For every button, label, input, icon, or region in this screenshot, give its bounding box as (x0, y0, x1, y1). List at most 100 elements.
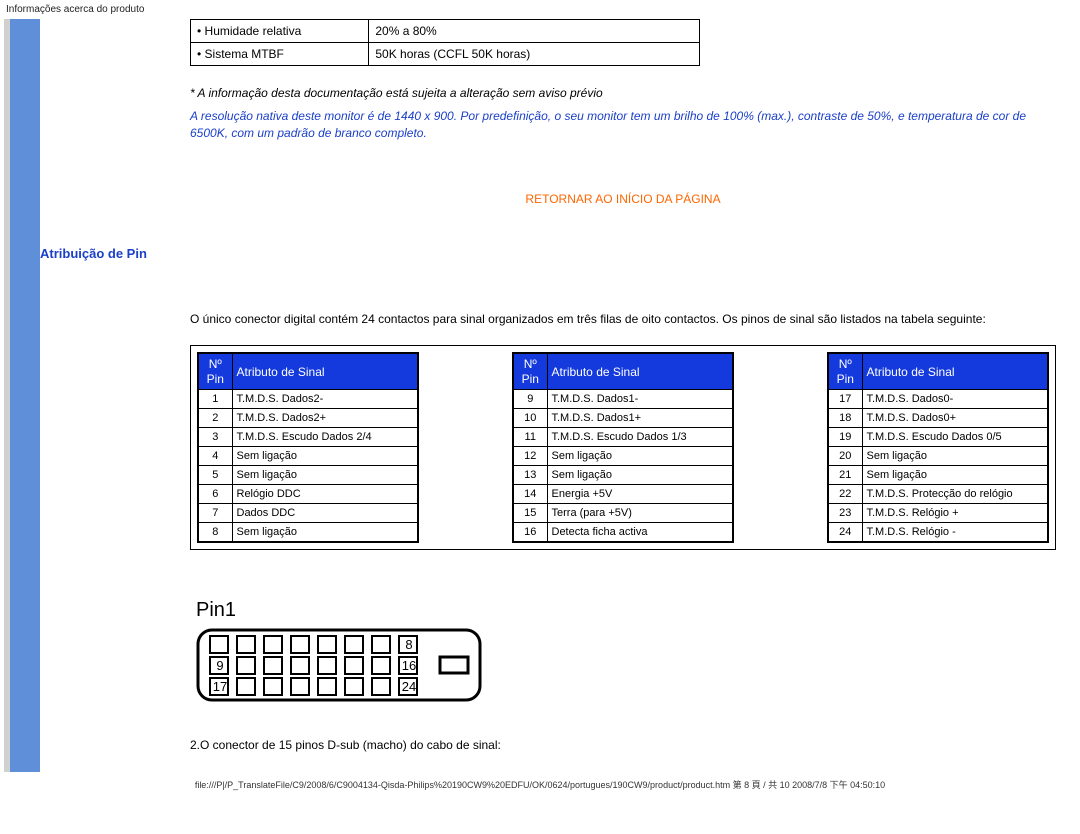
pin-row: 8Sem ligação (198, 523, 418, 543)
pin-number: 5 (198, 466, 232, 485)
pin-row: 11T.M.D.S. Escudo Dados 1/3 (513, 428, 733, 447)
spec-value: 50K horas (CCFL 50K horas) (369, 43, 700, 66)
pin-row: 18T.M.D.S. Dados0+ (828, 409, 1048, 428)
pin-number: 18 (828, 409, 862, 428)
pin-header-num: Nº Pin (513, 353, 547, 389)
pin-table-3: Nº Pin Atributo de Sinal 17T.M.D.S. Dado… (827, 352, 1049, 543)
pin-row: 24T.M.D.S. Relógio - (828, 523, 1048, 543)
pin-header-attr: Atributo de Sinal (547, 353, 733, 389)
pin-number: 6 (198, 485, 232, 504)
pin-table-1: Nº Pin Atributo de Sinal 1T.M.D.S. Dados… (197, 352, 419, 543)
spec-label: • Humidade relativa (191, 20, 369, 43)
pin-number: 22 (828, 485, 862, 504)
pin-row: 4Sem ligação (198, 447, 418, 466)
pin-number: 15 (513, 504, 547, 523)
pin-signal: Terra (para +5V) (547, 504, 733, 523)
pin-signal: Sem ligação (862, 447, 1048, 466)
pin-number: 9 (513, 390, 547, 409)
spec-row: • Sistema MTBF 50K horas (CCFL 50K horas… (191, 43, 700, 66)
pin-signal: T.M.D.S. Dados0+ (862, 409, 1048, 428)
spec-value: 20% a 80% (369, 20, 700, 43)
pin-row: 12Sem ligação (513, 447, 733, 466)
pin-number: 4 (198, 447, 232, 466)
pin-number: 21 (828, 466, 862, 485)
pin-row: 7Dados DDC (198, 504, 418, 523)
pin-signal: T.M.D.S. Escudo Dados 2/4 (232, 428, 418, 447)
pin-number: 1 (198, 390, 232, 409)
pin-row: 1T.M.D.S. Dados2- (198, 390, 418, 409)
pin-row: 17T.M.D.S. Dados0- (828, 390, 1048, 409)
pin-signal: T.M.D.S. Dados2+ (232, 409, 418, 428)
pin-header-attr: Atributo de Sinal (862, 353, 1048, 389)
pin-number: 20 (828, 447, 862, 466)
pin-row: 6Relógio DDC (198, 485, 418, 504)
pin-signal: Detecta ficha activa (547, 523, 733, 543)
pin-number: 24 (828, 523, 862, 543)
pin-signal: T.M.D.S. Protecção do relógio (862, 485, 1048, 504)
pin-row: 15Terra (para +5V) (513, 504, 733, 523)
pin-signal: T.M.D.S. Escudo Dados 1/3 (547, 428, 733, 447)
spec-label: • Sistema MTBF (191, 43, 369, 66)
pin-row: 19T.M.D.S. Escudo Dados 0/5 (828, 428, 1048, 447)
svg-text:Pin1: Pin1 (196, 599, 236, 621)
pin-row: 21Sem ligação (828, 466, 1048, 485)
svg-text:17: 17 (213, 679, 227, 694)
pin-signal: T.M.D.S. Dados1- (547, 390, 733, 409)
pin-number: 13 (513, 466, 547, 485)
pin-signal: T.M.D.S. Escudo Dados 0/5 (862, 428, 1048, 447)
svg-text:8: 8 (405, 637, 412, 652)
pin-tables-container: Nº Pin Atributo de Sinal 1T.M.D.S. Dados… (190, 345, 1056, 550)
pin-signal: Dados DDC (232, 504, 418, 523)
pin-signal: T.M.D.S. Relógio + (862, 504, 1048, 523)
pin-header-attr: Atributo de Sinal (232, 353, 418, 389)
text-after-connector: 2.O conector de 15 pinos D-sub (macho) d… (190, 737, 1056, 754)
return-top-link[interactable]: RETORNAR AO INÍCIO DA PÁGINA (190, 192, 1056, 206)
section-title: Atribuição de Pin (40, 246, 1056, 261)
pin-number: 12 (513, 447, 547, 466)
pin-row: 22T.M.D.S. Protecção do relógio (828, 485, 1048, 504)
svg-text:16: 16 (402, 658, 416, 673)
spec-table: • Humidade relativa 20% a 80% • Sistema … (190, 19, 700, 66)
pin-row: 16Detecta ficha activa (513, 523, 733, 543)
pin-row: 10T.M.D.S. Dados1+ (513, 409, 733, 428)
pin-signal: Sem ligação (232, 523, 418, 543)
pin-signal: T.M.D.S. Dados1+ (547, 409, 733, 428)
pin-number: 10 (513, 409, 547, 428)
pin-number: 16 (513, 523, 547, 543)
pin-number: 7 (198, 504, 232, 523)
pin-signal: T.M.D.S. Dados0- (862, 390, 1048, 409)
pin-number: 11 (513, 428, 547, 447)
blue-side-band (10, 19, 40, 772)
pin-row: 9T.M.D.S. Dados1- (513, 390, 733, 409)
footnote-2: A resolução nativa deste monitor é de 14… (190, 108, 1056, 142)
pin-number: 3 (198, 428, 232, 447)
pin-number: 8 (198, 523, 232, 543)
page-body: • Humidade relativa 20% a 80% • Sistema … (4, 19, 1076, 772)
footer-path: file:///P|/P_TranslateFile/C9/2008/6/C90… (0, 772, 1080, 797)
pin-row: 13Sem ligação (513, 466, 733, 485)
pin-row: 5Sem ligação (198, 466, 418, 485)
pin-signal: Sem ligação (547, 447, 733, 466)
pin-signal: Relógio DDC (232, 485, 418, 504)
pin-row: 23T.M.D.S. Relógio + (828, 504, 1048, 523)
pin-number: 2 (198, 409, 232, 428)
pin-signal: T.M.D.S. Relógio - (862, 523, 1048, 543)
pin-row: 3T.M.D.S. Escudo Dados 2/4 (198, 428, 418, 447)
footnote-1: * A informação desta documentação está s… (190, 86, 1056, 100)
pin-row: 2T.M.D.S. Dados2+ (198, 409, 418, 428)
pin-signal: Sem ligação (232, 447, 418, 466)
spec-row: • Humidade relativa 20% a 80% (191, 20, 700, 43)
pin-signal: T.M.D.S. Dados2- (232, 390, 418, 409)
svg-text:24: 24 (402, 679, 416, 694)
pin-signal: Energia +5V (547, 485, 733, 504)
svg-text:9: 9 (216, 658, 223, 673)
pin-header-num: Nº Pin (198, 353, 232, 389)
pin-number: 14 (513, 485, 547, 504)
pin-signal: Sem ligação (547, 466, 733, 485)
pin-number: 19 (828, 428, 862, 447)
pin-row: 14Energia +5V (513, 485, 733, 504)
pin-header-num: Nº Pin (828, 353, 862, 389)
intro-text: O único conector digital contém 24 conta… (190, 311, 1056, 328)
pin-number: 23 (828, 504, 862, 523)
pin-row: 20Sem ligação (828, 447, 1048, 466)
